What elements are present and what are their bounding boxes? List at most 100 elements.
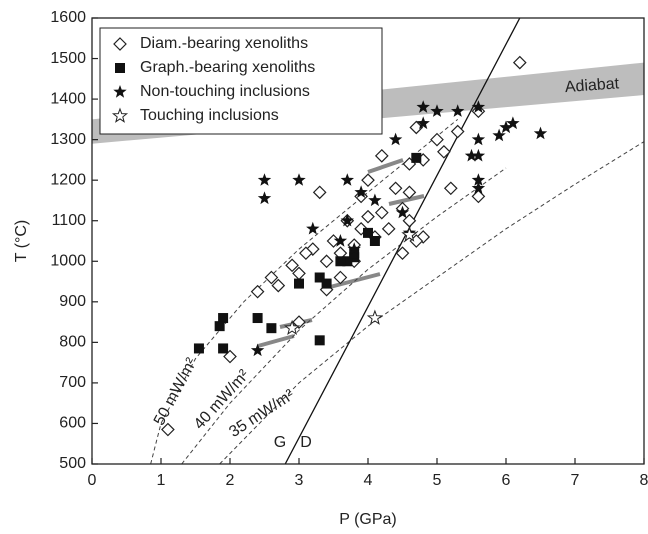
diamond-marker xyxy=(333,270,348,285)
open-star-marker xyxy=(284,319,301,335)
y-axis-label: T (°C) xyxy=(13,220,30,263)
legend-label: Diam.-bearing xenoliths xyxy=(140,35,308,52)
diamond-marker xyxy=(471,104,486,119)
star-marker xyxy=(333,234,348,247)
diamond-marker xyxy=(395,246,410,261)
star-marker xyxy=(306,221,320,235)
x-axis-label: P (GPa) xyxy=(339,511,397,528)
square-marker xyxy=(321,278,332,289)
x-tick-label: 3 xyxy=(295,472,304,489)
y-tick-label: 500 xyxy=(59,455,86,472)
gd-label: G xyxy=(274,434,286,451)
square-marker xyxy=(214,321,225,332)
diamond-marker xyxy=(381,221,396,236)
y-tick-label: 1500 xyxy=(50,50,86,67)
star-marker xyxy=(257,191,272,205)
diamond-marker xyxy=(443,181,458,196)
square-marker xyxy=(266,323,277,334)
star-marker xyxy=(430,104,444,117)
gd-label: D xyxy=(300,434,312,451)
diamond-marker xyxy=(271,278,286,293)
y-tick-label: 700 xyxy=(59,374,86,391)
diamond-marker xyxy=(374,205,389,220)
y-tick-label: 600 xyxy=(59,415,86,432)
square-marker xyxy=(314,272,325,283)
square-marker xyxy=(335,256,346,267)
legend-label: Non-touching inclusions xyxy=(140,83,310,100)
geotherm xyxy=(219,141,644,464)
diamond-marker xyxy=(471,189,486,204)
open-star-marker xyxy=(366,309,383,325)
y-tick-label: 1100 xyxy=(52,212,87,229)
star-marker xyxy=(506,116,520,130)
star-marker xyxy=(416,116,430,130)
legend-marker xyxy=(113,37,127,51)
diamond-marker xyxy=(361,209,375,224)
diamond-marker xyxy=(250,284,265,299)
diamond-marker xyxy=(161,422,175,437)
star-marker xyxy=(388,132,403,146)
square-marker xyxy=(193,343,204,354)
star-marker xyxy=(347,242,361,255)
legend-label: Graph.-bearing xenoliths xyxy=(140,59,315,76)
diamond-marker xyxy=(437,144,451,159)
square-marker xyxy=(252,313,263,324)
square-marker xyxy=(363,227,373,238)
star-marker xyxy=(340,213,354,227)
diamond-marker xyxy=(354,189,368,204)
star-marker xyxy=(533,126,548,140)
y-tick-label: 1000 xyxy=(50,252,86,269)
y-tick-label: 1400 xyxy=(50,90,86,107)
arrow xyxy=(257,334,295,348)
geotherm xyxy=(181,167,507,464)
star-marker xyxy=(499,120,513,134)
star-marker xyxy=(292,173,306,186)
diamond-marker xyxy=(402,185,417,200)
x-tick-label: 8 xyxy=(640,472,648,489)
star-marker xyxy=(395,205,410,219)
legend-label: Touching inclusions xyxy=(140,107,279,124)
square-marker xyxy=(218,313,229,324)
square-marker xyxy=(342,256,353,267)
arrow xyxy=(388,194,425,206)
star-marker xyxy=(250,343,265,357)
y-tick-label: 1300 xyxy=(50,131,86,148)
diamond-marker xyxy=(512,55,527,70)
star-marker xyxy=(354,185,368,198)
open-star-marker xyxy=(401,226,418,242)
star-marker xyxy=(416,100,430,113)
x-tick-label: 6 xyxy=(502,472,511,489)
square-marker xyxy=(314,335,325,346)
x-tick-label: 7 xyxy=(571,472,580,489)
y-tick-label: 1600 xyxy=(50,9,86,26)
y-tick-label: 900 xyxy=(59,293,86,310)
diamond-marker xyxy=(292,315,306,329)
legend-marker xyxy=(111,107,129,123)
star-marker xyxy=(471,132,486,146)
diamond-marker xyxy=(361,173,375,188)
square-marker xyxy=(349,248,360,259)
star-marker xyxy=(368,193,382,207)
diamond-marker xyxy=(450,124,465,139)
star-marker xyxy=(340,173,354,186)
star-marker xyxy=(464,148,479,162)
geotherm xyxy=(150,118,459,464)
diamond-marker xyxy=(223,349,237,364)
diamond-marker xyxy=(374,149,389,163)
x-tick-label: 1 xyxy=(157,472,166,489)
arrow xyxy=(367,158,404,174)
legend-marker xyxy=(113,85,127,98)
legend-marker xyxy=(115,63,125,73)
diamond-marker xyxy=(312,185,327,200)
star-marker xyxy=(451,104,465,117)
diamond-marker xyxy=(430,132,444,147)
star-marker xyxy=(471,181,486,194)
star-marker xyxy=(492,128,506,142)
y-tick-label: 800 xyxy=(59,334,86,351)
square-marker xyxy=(411,152,422,163)
x-tick-label: 2 xyxy=(226,472,235,489)
x-tick-label: 4 xyxy=(364,472,373,489)
legend-box xyxy=(99,27,383,135)
gd-line xyxy=(284,18,521,464)
